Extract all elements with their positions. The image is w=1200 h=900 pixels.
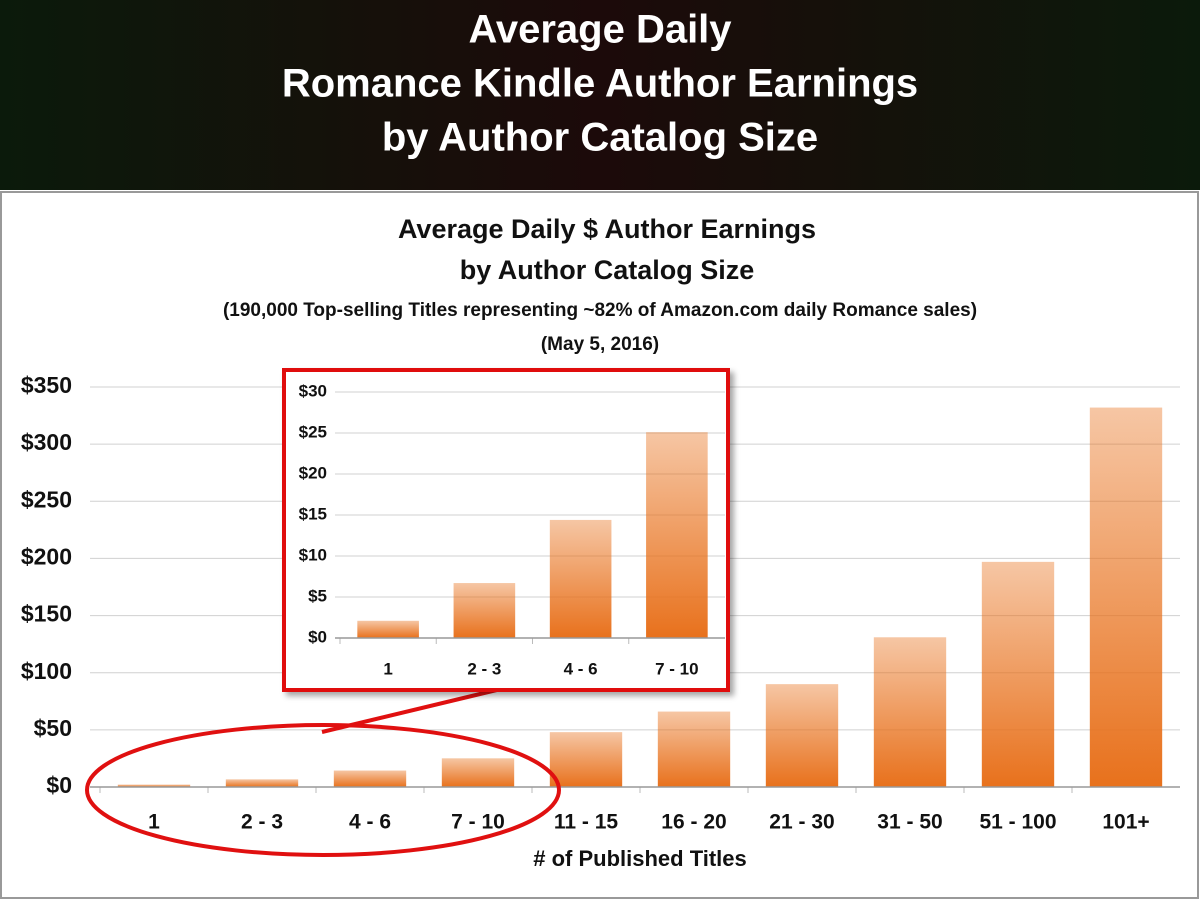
x-tick-label: 1 [148, 811, 160, 834]
y-tick-label: $0 [308, 627, 327, 646]
y-tick-label: $350 [21, 372, 72, 398]
y-tick-label: $15 [299, 504, 327, 523]
x-tick-label: 11 - 15 [554, 811, 619, 834]
chart-subtitle: (190,000 Top-selling Titles representing… [223, 300, 977, 321]
y-tick-label: $10 [299, 545, 327, 564]
bar [873, 637, 947, 787]
x-tick-label: 31 - 50 [877, 811, 942, 834]
x-tick-label: 2 - 3 [241, 811, 283, 834]
y-tick-label: $300 [21, 429, 72, 455]
highlight-ellipse [85, 723, 561, 857]
banner-title: Romance Kindle Author Earnings [282, 62, 918, 106]
x-tick-label: 7 - 10 [451, 811, 505, 834]
x-tick-label: 4 - 6 [349, 811, 391, 834]
y-tick-label: $50 [34, 715, 72, 741]
chart-subtitle: (May 5, 2016) [541, 334, 659, 355]
connector-line [321, 686, 506, 734]
y-tick-label: $200 [21, 544, 72, 570]
bar [765, 684, 839, 787]
x-axis-title: # of Published Titles [533, 846, 747, 871]
banner: Average Daily Romance Kindle Author Earn… [0, 0, 1200, 190]
bar [1089, 407, 1163, 787]
bar [549, 732, 623, 787]
bar [225, 779, 299, 787]
y-tick-label: $25 [299, 422, 327, 441]
bar [981, 561, 1055, 787]
y-tick-label: $30 [299, 381, 327, 400]
chart-title: Average Daily $ Author Earnings [398, 214, 816, 244]
x-tick-label: 2 - 3 [467, 659, 501, 678]
chart-title: by Author Catalog Size [460, 255, 755, 285]
x-tick-label: 1 [383, 659, 392, 678]
x-tick-label: 7 - 10 [655, 659, 698, 678]
bar [441, 758, 515, 787]
x-tick-label: 101+ [1102, 811, 1149, 834]
y-tick-label: $0 [46, 772, 72, 798]
x-tick-label: 16 - 20 [661, 811, 726, 834]
inset-chart: $0 $5 $10 $15 $20 $25 $30 1 2 - 3 4 - 6 7 - 10 [299, 381, 725, 678]
banner-title: by Author Catalog Size [382, 116, 818, 160]
x-tick-label: 4 - 6 [564, 659, 598, 678]
bar [453, 583, 516, 638]
bar [333, 770, 407, 787]
banner-title: Average Daily [468, 8, 732, 52]
y-tick-label: $150 [21, 601, 72, 627]
y-tick-label: $250 [21, 486, 72, 512]
y-tick-label: $100 [21, 658, 72, 684]
x-tick-label: 21 - 30 [769, 811, 834, 834]
y-tick-label: $5 [308, 586, 327, 605]
main-chart: Average Daily $ Author Earnings by Autho… [21, 214, 1180, 871]
bar [357, 620, 419, 638]
bar [117, 784, 191, 787]
banner-background [0, 0, 1200, 190]
bar [646, 432, 708, 638]
bar [549, 519, 612, 638]
x-tick-label: 51 - 100 [979, 811, 1056, 834]
bar [657, 711, 731, 787]
y-tick-label: $20 [299, 463, 327, 482]
